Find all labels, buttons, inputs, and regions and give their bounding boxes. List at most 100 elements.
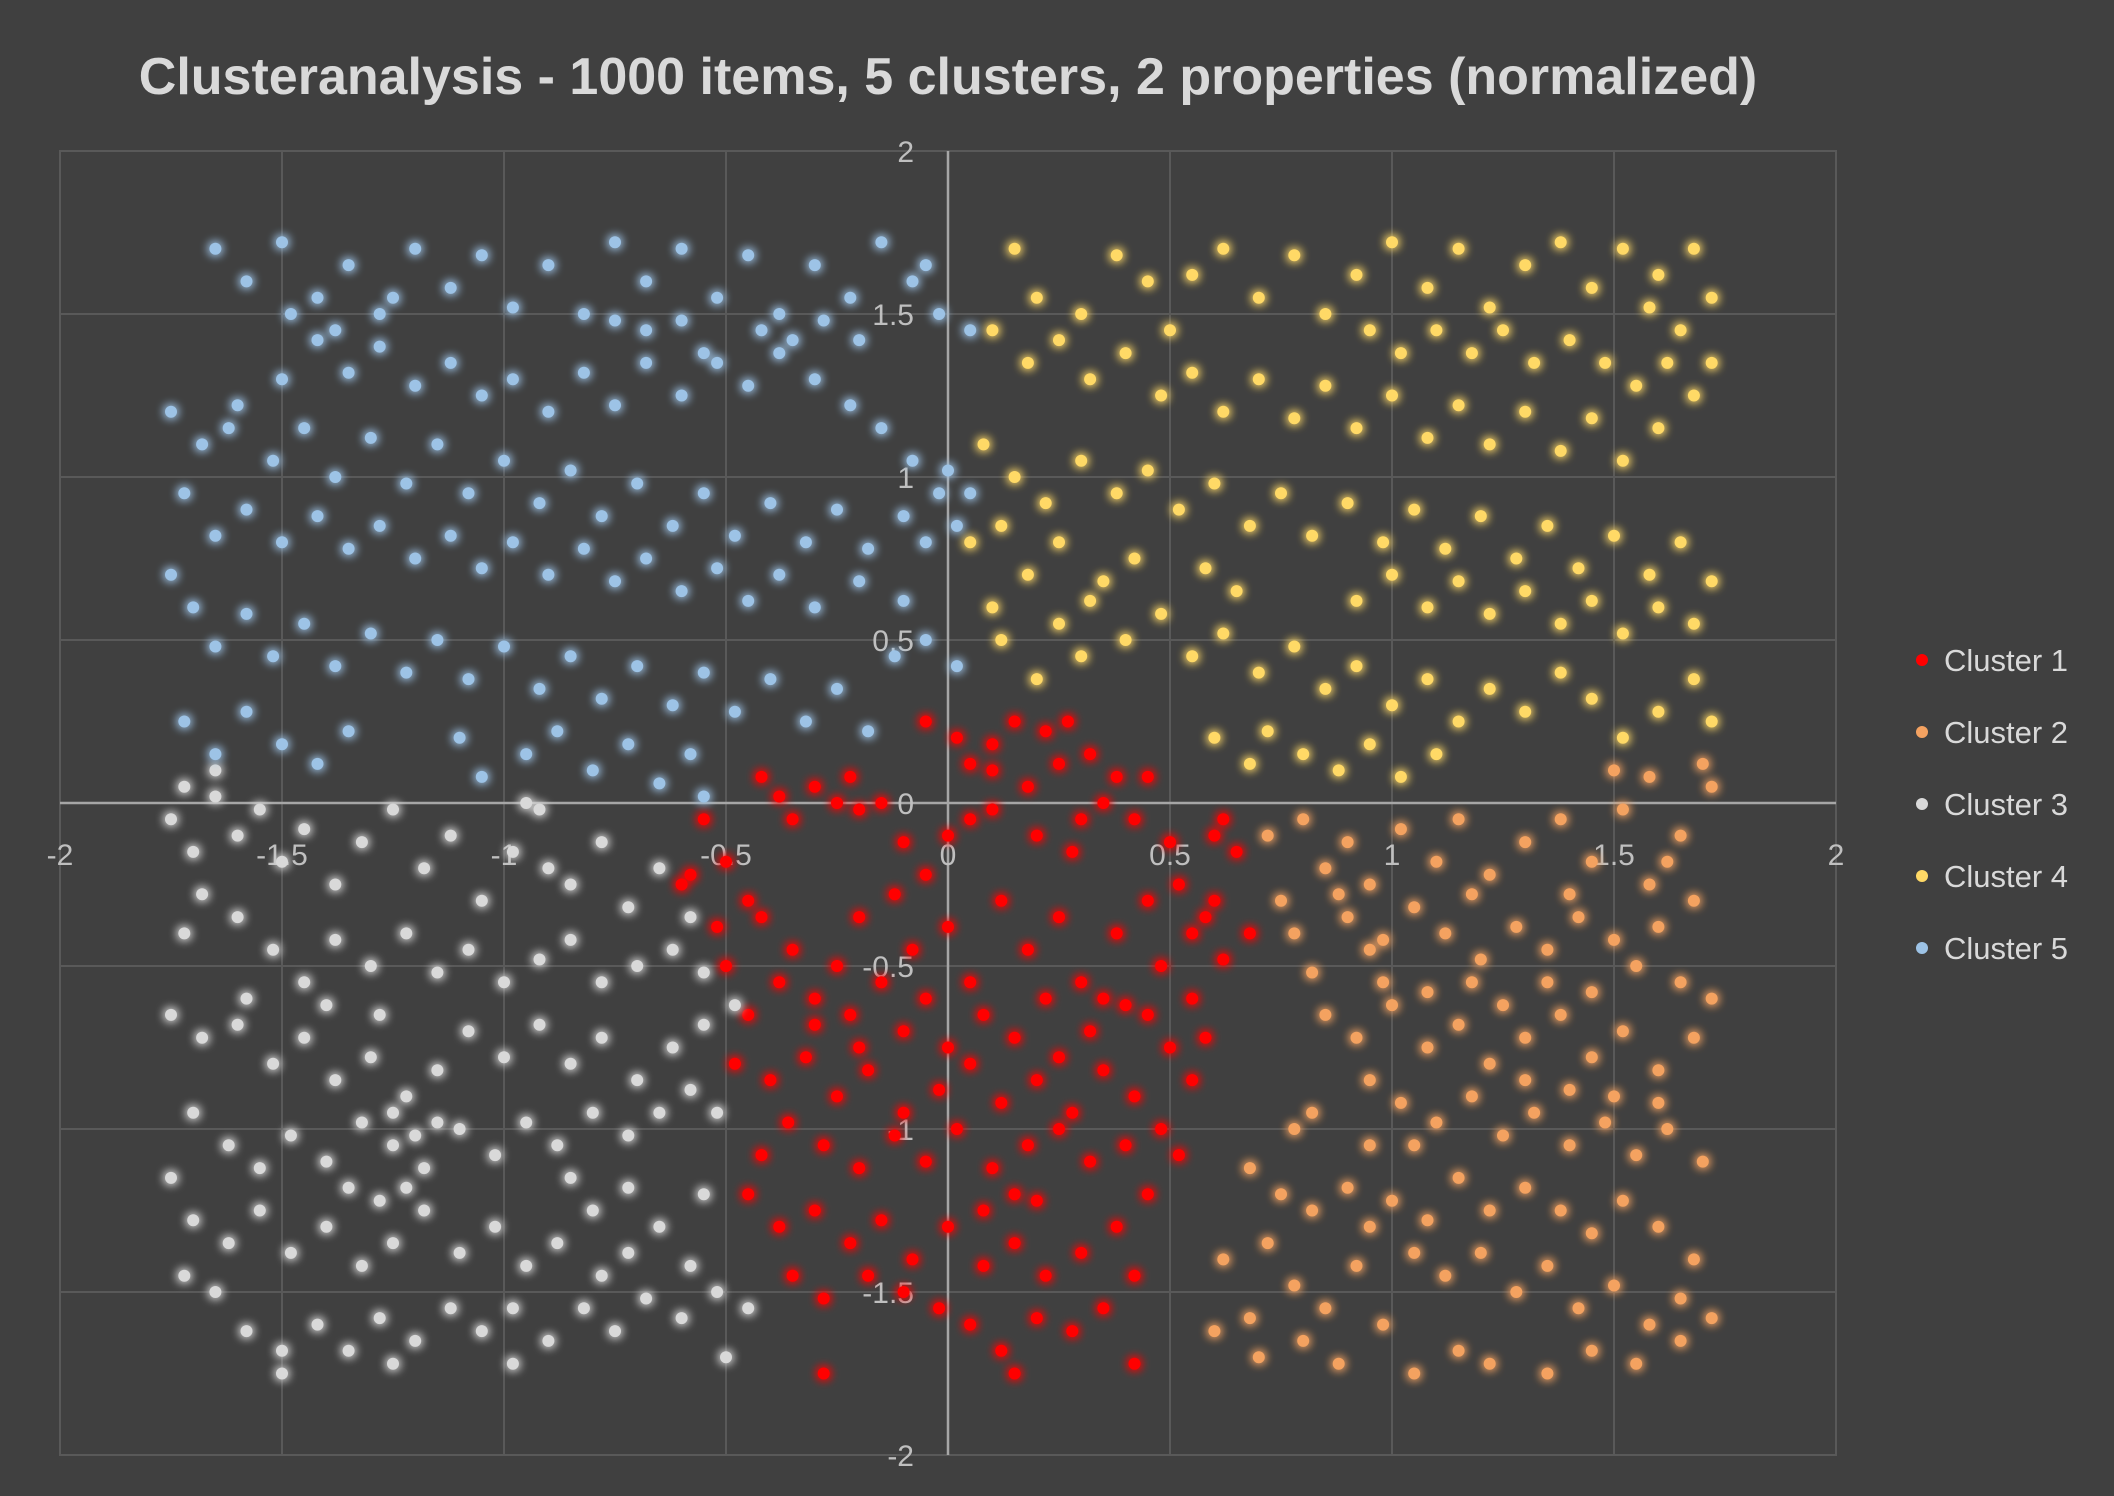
data-point (1630, 379, 1643, 392)
data-point (609, 314, 621, 327)
data-point (1421, 986, 1434, 999)
data-point (1465, 976, 1478, 989)
data-point (209, 748, 222, 761)
data-point (697, 487, 710, 500)
data-point (1408, 1367, 1421, 1380)
data-point (1030, 1074, 1043, 1087)
y-tick-label: -0.5 (862, 951, 914, 984)
data-point (1572, 911, 1585, 924)
data-point (498, 640, 510, 653)
data-point (808, 992, 821, 1005)
data-point (209, 764, 222, 777)
data-point (240, 275, 253, 288)
data-point (1208, 477, 1221, 490)
chart-title: Clusteranalysis - 1000 items, 5 clusters… (139, 48, 1757, 106)
data-point (1066, 845, 1079, 858)
data-point (906, 943, 919, 956)
data-point (875, 1214, 888, 1227)
data-point (400, 1090, 413, 1103)
data-point (986, 324, 999, 337)
data-point (231, 829, 244, 842)
data-point (906, 1253, 919, 1266)
data-point (1172, 1149, 1185, 1162)
data-point (222, 1139, 235, 1152)
data-point (1021, 356, 1034, 369)
data-point (1066, 1106, 1079, 1119)
data-point (1386, 389, 1398, 402)
data-point (1497, 1129, 1509, 1142)
data-point (1528, 356, 1541, 369)
data-point (231, 399, 244, 412)
data-point (240, 1325, 253, 1338)
data-point (418, 862, 431, 875)
data-point (1186, 1074, 1199, 1087)
data-point (950, 519, 963, 532)
data-point (1363, 324, 1376, 337)
data-point (1341, 911, 1354, 924)
data-point (409, 242, 422, 255)
data-point (520, 797, 533, 809)
data-point (311, 1318, 324, 1331)
data-point (1510, 552, 1523, 565)
data-point (1141, 894, 1154, 907)
data-point (1075, 976, 1088, 989)
data-point (1363, 878, 1376, 891)
data-point (875, 976, 888, 989)
data-point (1608, 764, 1620, 777)
data-point (1164, 324, 1176, 337)
data-point (1288, 640, 1301, 653)
data-point (1394, 347, 1407, 360)
data-point (897, 1286, 910, 1298)
data-point (1705, 291, 1718, 304)
x-tick-label: 0 (940, 839, 957, 872)
data-point (666, 1041, 679, 1054)
data-point (520, 1116, 533, 1129)
data-point (1243, 757, 1256, 770)
data-point (431, 634, 444, 646)
data-point (697, 813, 710, 826)
data-point (653, 862, 666, 875)
data-point (1585, 692, 1598, 705)
data-point (609, 399, 621, 412)
data-point (506, 536, 519, 549)
data-point (1585, 986, 1598, 999)
data-point (1363, 1074, 1376, 1087)
data-point (1363, 1220, 1376, 1233)
data-point (1705, 356, 1718, 369)
data-point (1430, 324, 1443, 337)
data-point (1483, 607, 1496, 620)
data-point (298, 823, 311, 836)
data-point (1563, 334, 1576, 347)
data-point (1306, 529, 1319, 542)
data-point (640, 1292, 653, 1305)
data-point (373, 340, 386, 353)
data-point (711, 1106, 724, 1119)
data-point (653, 1220, 666, 1233)
data-point (1306, 966, 1319, 979)
data-point (187, 845, 200, 858)
data-point (808, 259, 821, 272)
data-point (1510, 1286, 1523, 1298)
data-point (373, 1194, 386, 1207)
data-point (1261, 1237, 1274, 1250)
data-point (831, 797, 843, 809)
data-point (1053, 536, 1065, 549)
data-point (1616, 731, 1629, 744)
data-point (564, 464, 577, 477)
data-point (1541, 1259, 1554, 1272)
data-point (187, 601, 200, 614)
data-point (640, 324, 653, 337)
data-point (1243, 1162, 1256, 1175)
data-point (799, 536, 812, 549)
data-point (653, 777, 666, 790)
data-point (1341, 497, 1354, 510)
data-point (853, 803, 866, 816)
data-point (533, 953, 546, 966)
data-point (209, 242, 222, 255)
data-point (888, 650, 901, 663)
data-point (831, 1090, 843, 1103)
data-point (1186, 927, 1199, 940)
data-point (240, 607, 253, 620)
data-point (728, 1057, 741, 1070)
data-point (1616, 627, 1629, 640)
